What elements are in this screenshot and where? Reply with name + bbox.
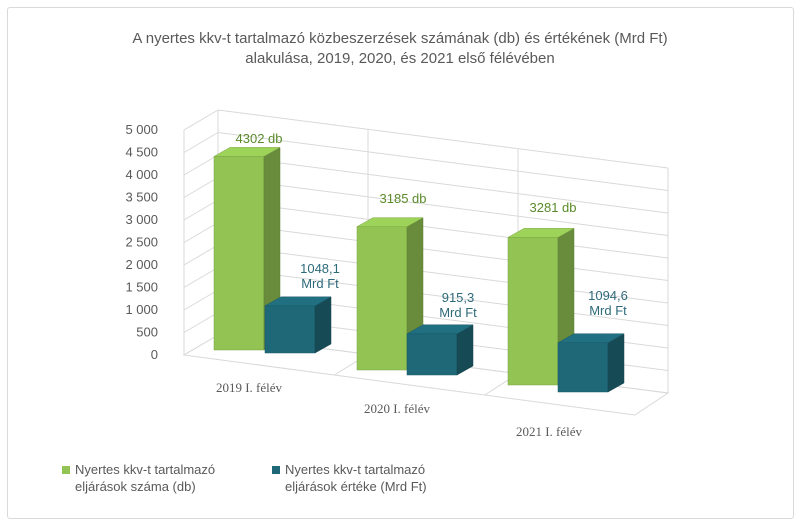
data-label: 1094,6: [588, 288, 628, 303]
bar-value-front: [557, 342, 609, 393]
gridline-back-wall: [217, 109, 669, 169]
legend-label: eljárások értéke (Mrd Ft): [285, 479, 427, 494]
gridline-left-wall: [183, 244, 219, 266]
legend-label: eljárások száma (db): [75, 479, 196, 494]
gridline-left-wall: [183, 312, 219, 333]
data-label: 4302 db: [236, 131, 283, 146]
y-tick-label: 1 500: [125, 280, 158, 295]
bar-value-top: [264, 296, 332, 307]
bar-value-front: [264, 305, 316, 354]
gridline-left-wall: [183, 199, 219, 221]
y-tick-label: 3 500: [125, 190, 158, 205]
y-tick-label: 3 000: [125, 212, 158, 227]
bar-count-front: [356, 226, 408, 371]
legend-label: Nyertes kkv-t tartalmazó: [285, 462, 425, 477]
chart-title-line: A nyertes kkv-t tartalmazó közbeszerzése…: [132, 30, 667, 47]
x-category-label: 2020 I. félév: [364, 401, 431, 416]
gridline-left-wall: [183, 109, 219, 131]
bar-value-side: [314, 296, 332, 354]
gridline-back-wall: [217, 154, 669, 214]
gridline-left-wall: [183, 154, 219, 176]
legend-label: Nyertes kkv-t tartalmazó: [75, 462, 215, 477]
gridline-left-wall: [183, 267, 219, 288]
bar-count-top: [507, 228, 575, 238]
bar-value: [557, 333, 625, 393]
legend-swatch: [62, 466, 70, 474]
y-tick-label: 0: [151, 347, 158, 362]
bar-value: [264, 296, 332, 354]
gridline-back-wall: [217, 222, 669, 281]
bar-value-top: [557, 333, 625, 343]
gridline-left-wall: [183, 177, 219, 198]
gridline-left-wall: [183, 289, 219, 311]
legend-item: Nyertes kkv-t tartalmazó eljárások száma …: [62, 462, 215, 494]
bar-count-top: [356, 217, 424, 227]
bar-count-front: [507, 237, 559, 386]
y-tick-label: 4 500: [125, 145, 158, 160]
gridline-left-wall: [183, 222, 219, 243]
y-tick-label: 1 000: [125, 302, 158, 317]
y-tick-label: 4 000: [125, 167, 158, 182]
x-category-label: 2021 I. félév: [516, 424, 583, 439]
gridline-back-wall: [217, 267, 669, 326]
gridline-left-wall: [183, 132, 219, 153]
gridline-back-wall: [217, 199, 669, 259]
bar-count-front: [213, 156, 265, 351]
legend-item: Nyertes kkv-t tartalmazó eljárások értéke…: [272, 462, 427, 494]
bar-value: [406, 324, 474, 376]
bar-value-side: [607, 333, 625, 393]
chart-title-line: alakulása, 2019, 2020, és 2021 első félé…: [245, 50, 554, 67]
y-tick-label: 2 000: [125, 257, 158, 272]
data-label: 915,3: [442, 290, 475, 305]
data-label: 3281 db: [530, 200, 577, 215]
bar-count: [213, 146, 281, 351]
data-label: Mrd Ft: [439, 305, 477, 320]
y-tick-label: 5 000: [125, 122, 158, 137]
bar-count-top: [213, 147, 281, 157]
data-label: Mrd Ft: [301, 276, 339, 291]
data-label: Mrd Ft: [589, 303, 627, 318]
gridline-back-wall: [217, 244, 669, 304]
data-label: 1048,1: [300, 261, 340, 276]
gridline-back-wall: [217, 177, 669, 236]
bar-value-top: [406, 324, 474, 335]
y-tick-label: 2 500: [125, 235, 158, 250]
gridline-back-wall: [217, 132, 669, 191]
data-label: 3185 db: [380, 191, 427, 206]
x-category-label: 2019 I. félév: [216, 380, 283, 395]
y-tick-label: 500: [136, 325, 158, 340]
legend-swatch: [272, 466, 280, 474]
bar-value-front: [406, 333, 458, 376]
